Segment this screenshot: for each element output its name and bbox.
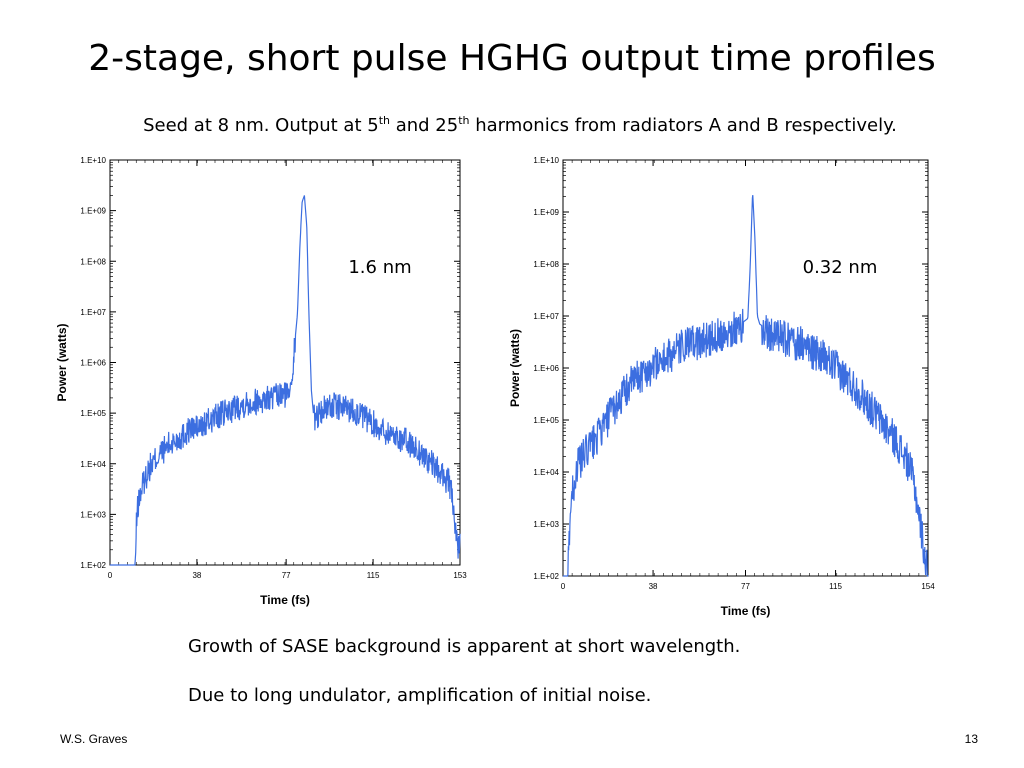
chart-1-6nm-svg: 1.E+02 1.E+03 1.E+04 1.E+05 1.E+06 1.E+07 1.E+… <box>55 156 467 607</box>
y-tick-label: 1.E+02 <box>80 561 106 570</box>
x-tick-label: 0 <box>108 571 113 580</box>
chart-0-32nm: 1.E+02 1.E+03 1.E+04 1.E+05 1.E+06 1.E+07 1.E+… <box>505 150 945 630</box>
y-tick-label: 1.E+06 <box>533 364 559 373</box>
y-tick-label: 1.E+05 <box>80 409 106 418</box>
subtitle-sup-1: th <box>378 114 390 127</box>
y-tick-label: 1.E+10 <box>80 156 106 165</box>
subtitle-pre: Seed at 8 nm. Output at 5 <box>143 115 379 136</box>
y-tick-label: 1.E+03 <box>80 510 106 519</box>
note-undulator: Due to long undulator, amplification of … <box>188 685 652 706</box>
x-tick-label: 154 <box>921 582 935 591</box>
y-tick-label: 1.E+07 <box>533 312 559 321</box>
subtitle-mid: and 25 <box>389 115 459 136</box>
y-axis-label: Power (watts) <box>508 329 522 407</box>
y-tick-label: 1.E+08 <box>80 257 106 266</box>
y-tick-label: 1.E+04 <box>533 468 559 477</box>
slide-title: 2-stage, short pulse HGHG output time pr… <box>88 38 936 79</box>
series-line <box>563 195 929 577</box>
x-tick-label: 38 <box>192 571 201 580</box>
plot-frame <box>562 159 929 577</box>
plot-frame <box>109 159 461 566</box>
y-tick-label: 1.E+03 <box>533 520 559 529</box>
x-axis-label: Time (fs) <box>721 604 771 618</box>
x-tick-label: 115 <box>367 571 380 580</box>
chart-0-32nm-svg: 1.E+02 1.E+03 1.E+04 1.E+05 1.E+06 1.E+07 1.E+… <box>508 156 935 618</box>
y-tick-label: 1.E+10 <box>533 156 559 165</box>
x-tick-label: 0 <box>561 582 566 591</box>
y-tick-label: 1.E+09 <box>80 207 106 216</box>
x-tick-label: 77 <box>282 571 291 580</box>
y-tick-label: 1.E+05 <box>533 416 559 425</box>
wavelength-annotation: 0.32 nm <box>803 257 878 278</box>
y-axis-label: Power (watts) <box>55 323 69 401</box>
x-tick-label: 153 <box>453 571 467 580</box>
y-tick-label: 1.E+02 <box>533 572 559 581</box>
wavelength-annotation: 1.6 nm <box>348 257 411 278</box>
footer-author: W.S. Graves <box>60 732 128 746</box>
subtitle-post: harmonics from radiators A and B respect… <box>469 115 897 136</box>
x-axis-label: Time (fs) <box>260 593 310 607</box>
x-tick-label: 115 <box>829 582 842 591</box>
y-tick-label: 1.E+07 <box>80 308 106 317</box>
y-tick-label: 1.E+04 <box>80 460 106 469</box>
y-tick-label: 1.E+06 <box>80 359 106 368</box>
y-tick-label: 1.E+08 <box>533 260 559 269</box>
y-tick-label: 1.E+09 <box>533 208 559 217</box>
x-tick-label: 77 <box>741 582 750 591</box>
note-sase-growth: Growth of SASE background is apparent at… <box>188 636 741 657</box>
subtitle-sup-2: th <box>458 114 470 127</box>
slide-subtitle: Seed at 8 nm. Output at 5th and 25th har… <box>0 114 1024 136</box>
series-line <box>110 195 461 566</box>
chart-1-6nm: 1.E+02 1.E+03 1.E+04 1.E+05 1.E+06 1.E+07 1.E+… <box>50 150 480 620</box>
x-tick-label: 38 <box>649 582 658 591</box>
footer-page-number: 13 <box>964 732 978 746</box>
